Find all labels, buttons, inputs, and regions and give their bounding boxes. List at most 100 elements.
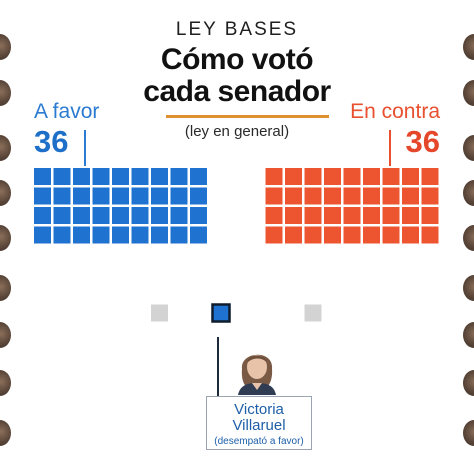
favor-seat [190, 187, 207, 205]
favor-seat [53, 168, 71, 185]
favor-seat [92, 226, 110, 244]
contra-seat [402, 226, 419, 244]
contra-count: 36 [405, 124, 440, 159]
favor-seat [34, 187, 51, 205]
contra-seat [382, 207, 400, 224]
favor-seat [73, 226, 90, 244]
senator-avatar [463, 34, 474, 60]
favor-seat [131, 226, 149, 244]
senator-avatar [463, 370, 474, 396]
tiebreaker-card: Victoria Villaruel (desempató a favor) [206, 396, 312, 450]
contra-seat [324, 207, 341, 224]
senator-avatar [0, 370, 11, 396]
contra-seat [382, 168, 400, 185]
favor-seat [131, 168, 149, 185]
senator-avatar [0, 275, 11, 301]
contra-seat [285, 226, 302, 244]
favor-seat [53, 207, 71, 224]
contra-seat [343, 226, 361, 244]
title-line-1: Cómo votó [160, 43, 314, 76]
favor-seat [34, 226, 51, 244]
senator-avatar [463, 135, 474, 161]
favor-seat [190, 226, 207, 244]
senator-avatar [463, 322, 474, 348]
page-title: Cómo votó cada senador [0, 44, 474, 108]
senator-avatar [463, 80, 474, 106]
senator-avatar [0, 80, 11, 106]
contra-seat [265, 187, 283, 205]
senator-avatar [463, 180, 474, 206]
favor-label: A favor [34, 100, 100, 123]
favor-seat [73, 207, 90, 224]
favor-seat [112, 187, 129, 205]
vice-president-photo [232, 343, 282, 395]
tiebreaker-first-name: Victoria [234, 401, 284, 418]
favor-count: 36 [34, 124, 69, 159]
favor-seat [151, 226, 168, 244]
favor-seat [170, 168, 188, 185]
contra-seat [304, 207, 322, 224]
tiebreak-connector [217, 337, 219, 401]
contra-seat [343, 187, 361, 205]
senator-avatar [0, 135, 11, 161]
contra-seat [421, 187, 439, 205]
contra-seat [402, 207, 419, 224]
favor-seat [151, 168, 168, 185]
contra-seat [382, 187, 400, 205]
contra-seat [265, 226, 283, 244]
senator-avatar [0, 180, 11, 206]
senator-avatar [463, 225, 474, 251]
favor-seat [53, 226, 71, 244]
senator-avatar [0, 34, 11, 60]
tiebreaker-last-name: Villaruel [232, 417, 286, 434]
favor-seat [131, 187, 149, 205]
empty-seat [151, 304, 168, 322]
contra-seat [363, 187, 380, 205]
favor-seat [170, 207, 188, 224]
contra-label: En contra [350, 100, 440, 123]
favor-seat [190, 168, 207, 185]
contra-seat [324, 226, 341, 244]
senator-avatar [0, 322, 11, 348]
contra-seat [363, 168, 380, 185]
empty-seat [304, 304, 322, 322]
tiebreaker-note: (desempató a favor) [214, 436, 304, 447]
title-rule [166, 115, 329, 118]
contra-seat [343, 168, 361, 185]
senator-avatar [0, 225, 11, 251]
contra-seat [285, 187, 302, 205]
favor-seat [112, 207, 129, 224]
favor-seat [112, 168, 129, 185]
senator-avatar [463, 275, 474, 301]
tiebreak-seat [211, 303, 231, 323]
subtitle: (ley en general) [184, 123, 290, 140]
senator-avatar [0, 420, 11, 446]
favor-seat [73, 168, 90, 185]
favor-seat [170, 226, 188, 244]
contra-leader-line [389, 130, 391, 166]
contra-seat [285, 168, 302, 185]
contra-seat [285, 207, 302, 224]
contra-seat [324, 187, 341, 205]
contra-seat [421, 226, 439, 244]
favor-seat [151, 207, 168, 224]
contra-seat [382, 226, 400, 244]
contra-seat [402, 187, 419, 205]
title-line-2: cada senador [143, 75, 331, 108]
favor-seat [131, 207, 149, 224]
favor-seat [151, 187, 168, 205]
favor-seat [92, 168, 110, 185]
contra-seat [363, 207, 380, 224]
favor-seat [53, 187, 71, 205]
favor-seat [73, 187, 90, 205]
contra-seat [304, 168, 322, 185]
senator-avatar [463, 420, 474, 446]
contra-seat [324, 168, 341, 185]
contra-seat [421, 168, 439, 185]
contra-seat [343, 207, 361, 224]
contra-seat [363, 226, 380, 244]
contra-seat [402, 168, 419, 185]
contra-seat [265, 168, 283, 185]
